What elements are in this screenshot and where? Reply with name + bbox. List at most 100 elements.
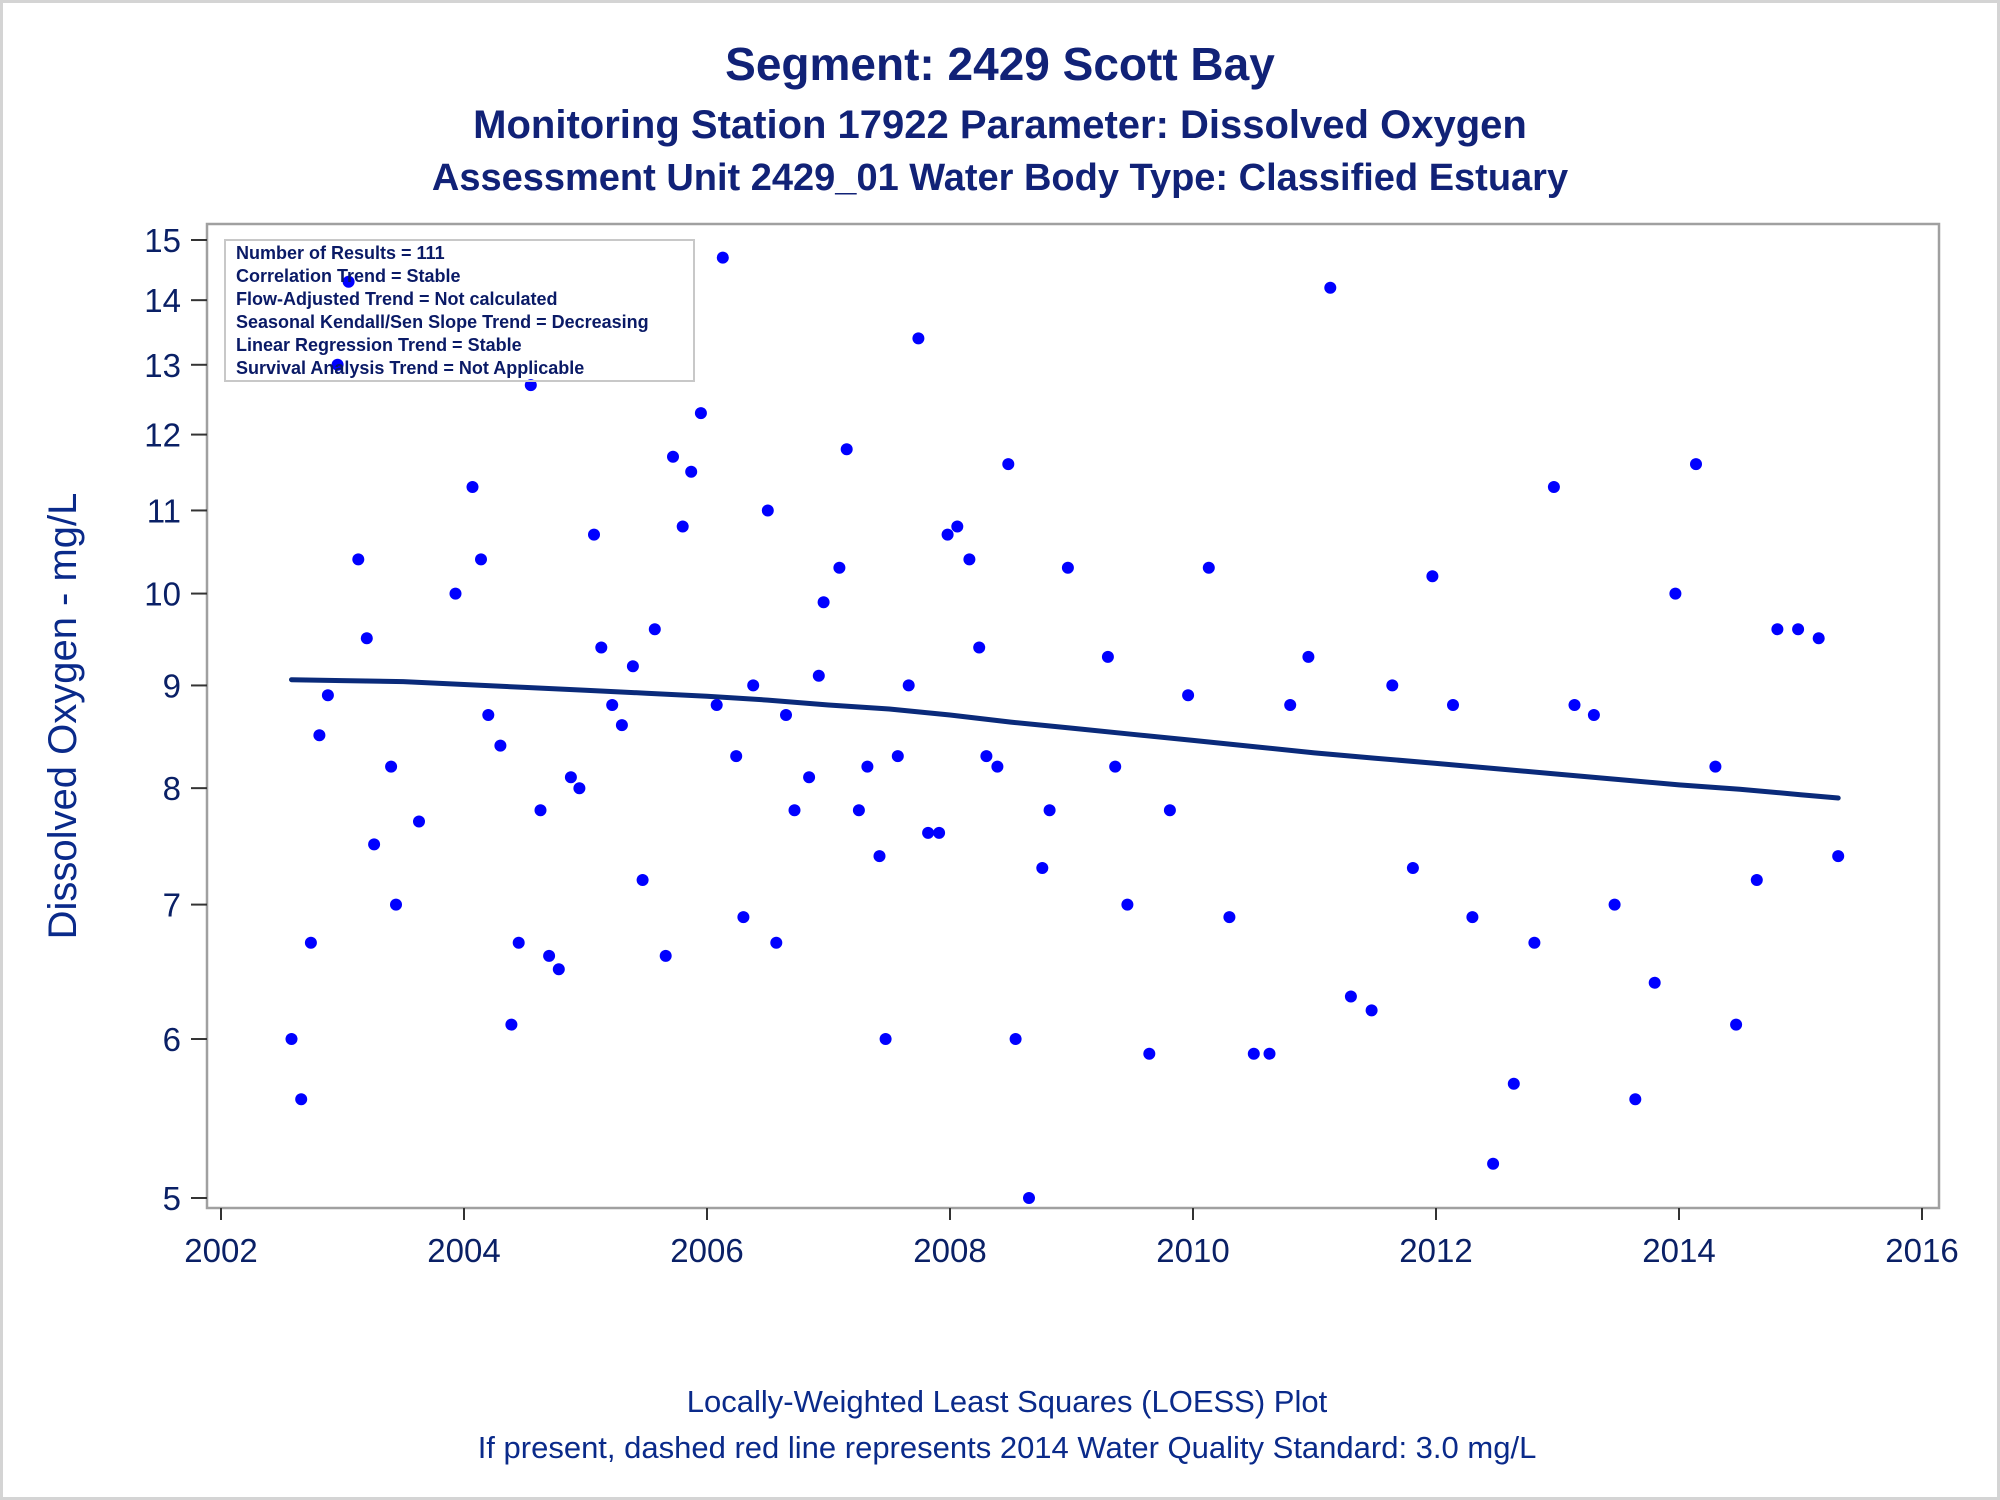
data-point-95 bbox=[1507, 1077, 1520, 1090]
data-point-36 bbox=[676, 520, 689, 533]
data-point-30 bbox=[615, 719, 628, 732]
y-tick-label-13: 13 bbox=[144, 347, 181, 384]
data-point-28 bbox=[595, 641, 608, 654]
data-point-60 bbox=[922, 826, 935, 839]
data-point-44 bbox=[761, 504, 774, 517]
x-tick-label-2006: 2006 bbox=[670, 1232, 743, 1269]
data-point-14 bbox=[449, 587, 462, 600]
data-point-101 bbox=[1629, 1093, 1642, 1106]
data-point-84 bbox=[1284, 699, 1297, 711]
data-point-69 bbox=[1009, 1033, 1022, 1045]
loess-line bbox=[289, 677, 1841, 801]
data-point-92 bbox=[1447, 699, 1459, 711]
data-point-11 bbox=[385, 760, 398, 773]
y-tick-label-5: 5 bbox=[163, 1180, 181, 1217]
data-point-34 bbox=[659, 949, 672, 962]
data-point-107 bbox=[1750, 874, 1763, 886]
data-point-89 bbox=[1386, 679, 1399, 692]
footnote-loess: Locally-Weighted Least Squares (LOESS) P… bbox=[687, 1384, 1328, 1419]
data-point-70 bbox=[1023, 1192, 1035, 1204]
data-point-108 bbox=[1771, 623, 1784, 636]
data-point-31 bbox=[626, 660, 639, 673]
data-point-97 bbox=[1547, 481, 1560, 493]
data-point-58 bbox=[902, 679, 915, 692]
data-point-4 bbox=[313, 729, 326, 742]
y-tick-label-9: 9 bbox=[163, 667, 181, 704]
data-point-12 bbox=[390, 898, 402, 911]
data-point-43 bbox=[747, 679, 760, 692]
y-tick-label-14: 14 bbox=[144, 282, 181, 319]
data-point-42 bbox=[737, 911, 750, 924]
inset-line-2: Correlation Trend = Stable bbox=[236, 266, 461, 286]
data-point-110 bbox=[1812, 632, 1825, 645]
data-point-67 bbox=[991, 760, 1004, 773]
data-point-13 bbox=[413, 815, 425, 828]
data-point-41 bbox=[730, 750, 743, 763]
y-tick-label-7: 7 bbox=[163, 887, 181, 924]
data-point-86 bbox=[1324, 281, 1337, 294]
data-point-94 bbox=[1487, 1157, 1500, 1170]
data-point-48 bbox=[803, 771, 816, 784]
data-point-102 bbox=[1648, 976, 1661, 989]
data-point-8 bbox=[352, 553, 365, 566]
data-point-29 bbox=[606, 699, 619, 711]
y-axis-title: Dissolved Oxygen - mg/L bbox=[41, 493, 85, 940]
data-point-73 bbox=[1061, 561, 1074, 574]
inset-line-4: Seasonal Kendall/Sen Slope Trend = Decre… bbox=[236, 312, 649, 332]
data-point-33 bbox=[648, 623, 661, 636]
data-point-85 bbox=[1302, 650, 1315, 663]
data-point-78 bbox=[1163, 804, 1176, 817]
data-point-7 bbox=[342, 275, 355, 288]
data-point-24 bbox=[552, 963, 565, 976]
data-point-74 bbox=[1101, 650, 1114, 663]
loess-layer bbox=[289, 677, 1841, 801]
inset-line-6: Survival Analysis Trend = Not Applicable bbox=[236, 358, 584, 378]
data-point-68 bbox=[1002, 458, 1015, 471]
x-tick-label-2016: 2016 bbox=[1885, 1232, 1958, 1269]
data-point-37 bbox=[685, 465, 698, 478]
x-tick-label-2012: 2012 bbox=[1399, 1232, 1472, 1269]
data-point-3 bbox=[304, 936, 317, 949]
data-point-26 bbox=[573, 782, 586, 795]
x-tick-label-2004: 2004 bbox=[427, 1232, 500, 1269]
x-axis: 2002 2004 2006 2008 2010 2012 2014 2016 bbox=[184, 1208, 1959, 1269]
data-point-99 bbox=[1587, 709, 1600, 721]
data-point-56 bbox=[879, 1033, 892, 1045]
data-point-104 bbox=[1690, 458, 1702, 471]
data-point-16 bbox=[475, 553, 487, 566]
data-point-53 bbox=[852, 804, 865, 817]
footnote-standard: If present, dashed red line represents 2… bbox=[478, 1430, 1537, 1465]
data-point-46 bbox=[780, 709, 792, 721]
data-point-61 bbox=[933, 826, 946, 839]
data-point-105 bbox=[1709, 760, 1722, 773]
data-point-82 bbox=[1247, 1047, 1260, 1060]
data-point-80 bbox=[1202, 561, 1215, 574]
data-point-19 bbox=[505, 1018, 518, 1031]
data-point-23 bbox=[543, 949, 556, 962]
data-point-25 bbox=[564, 771, 577, 784]
data-point-79 bbox=[1182, 689, 1195, 702]
data-point-10 bbox=[368, 838, 381, 851]
y-tick-label-12: 12 bbox=[144, 417, 181, 454]
trend-summary-inset: Number of Results = 111 Correlation Trend… bbox=[224, 239, 695, 382]
chart-subtitle-assessment: Assessment Unit 2429_01 Water Body Type:… bbox=[432, 157, 1568, 199]
data-point-76 bbox=[1121, 898, 1134, 911]
data-point-65 bbox=[973, 641, 986, 654]
data-point-27 bbox=[588, 528, 600, 541]
data-point-40 bbox=[716, 251, 729, 264]
data-point-52 bbox=[840, 443, 853, 456]
y-tick-label-11: 11 bbox=[147, 492, 181, 529]
y-tick-label-8: 8 bbox=[163, 770, 181, 807]
data-point-17 bbox=[482, 709, 495, 721]
data-point-66 bbox=[980, 750, 993, 763]
data-point-71 bbox=[1036, 862, 1049, 874]
data-point-59 bbox=[912, 332, 925, 345]
data-point-103 bbox=[1669, 587, 1682, 600]
data-point-109 bbox=[1792, 623, 1805, 636]
data-point-45 bbox=[770, 936, 783, 949]
data-point-2 bbox=[295, 1093, 308, 1106]
data-point-81 bbox=[1223, 911, 1236, 924]
chart-title: Segment: 2429 Scott Bay bbox=[725, 38, 1275, 90]
data-point-5 bbox=[321, 689, 334, 702]
data-point-57 bbox=[891, 750, 904, 763]
